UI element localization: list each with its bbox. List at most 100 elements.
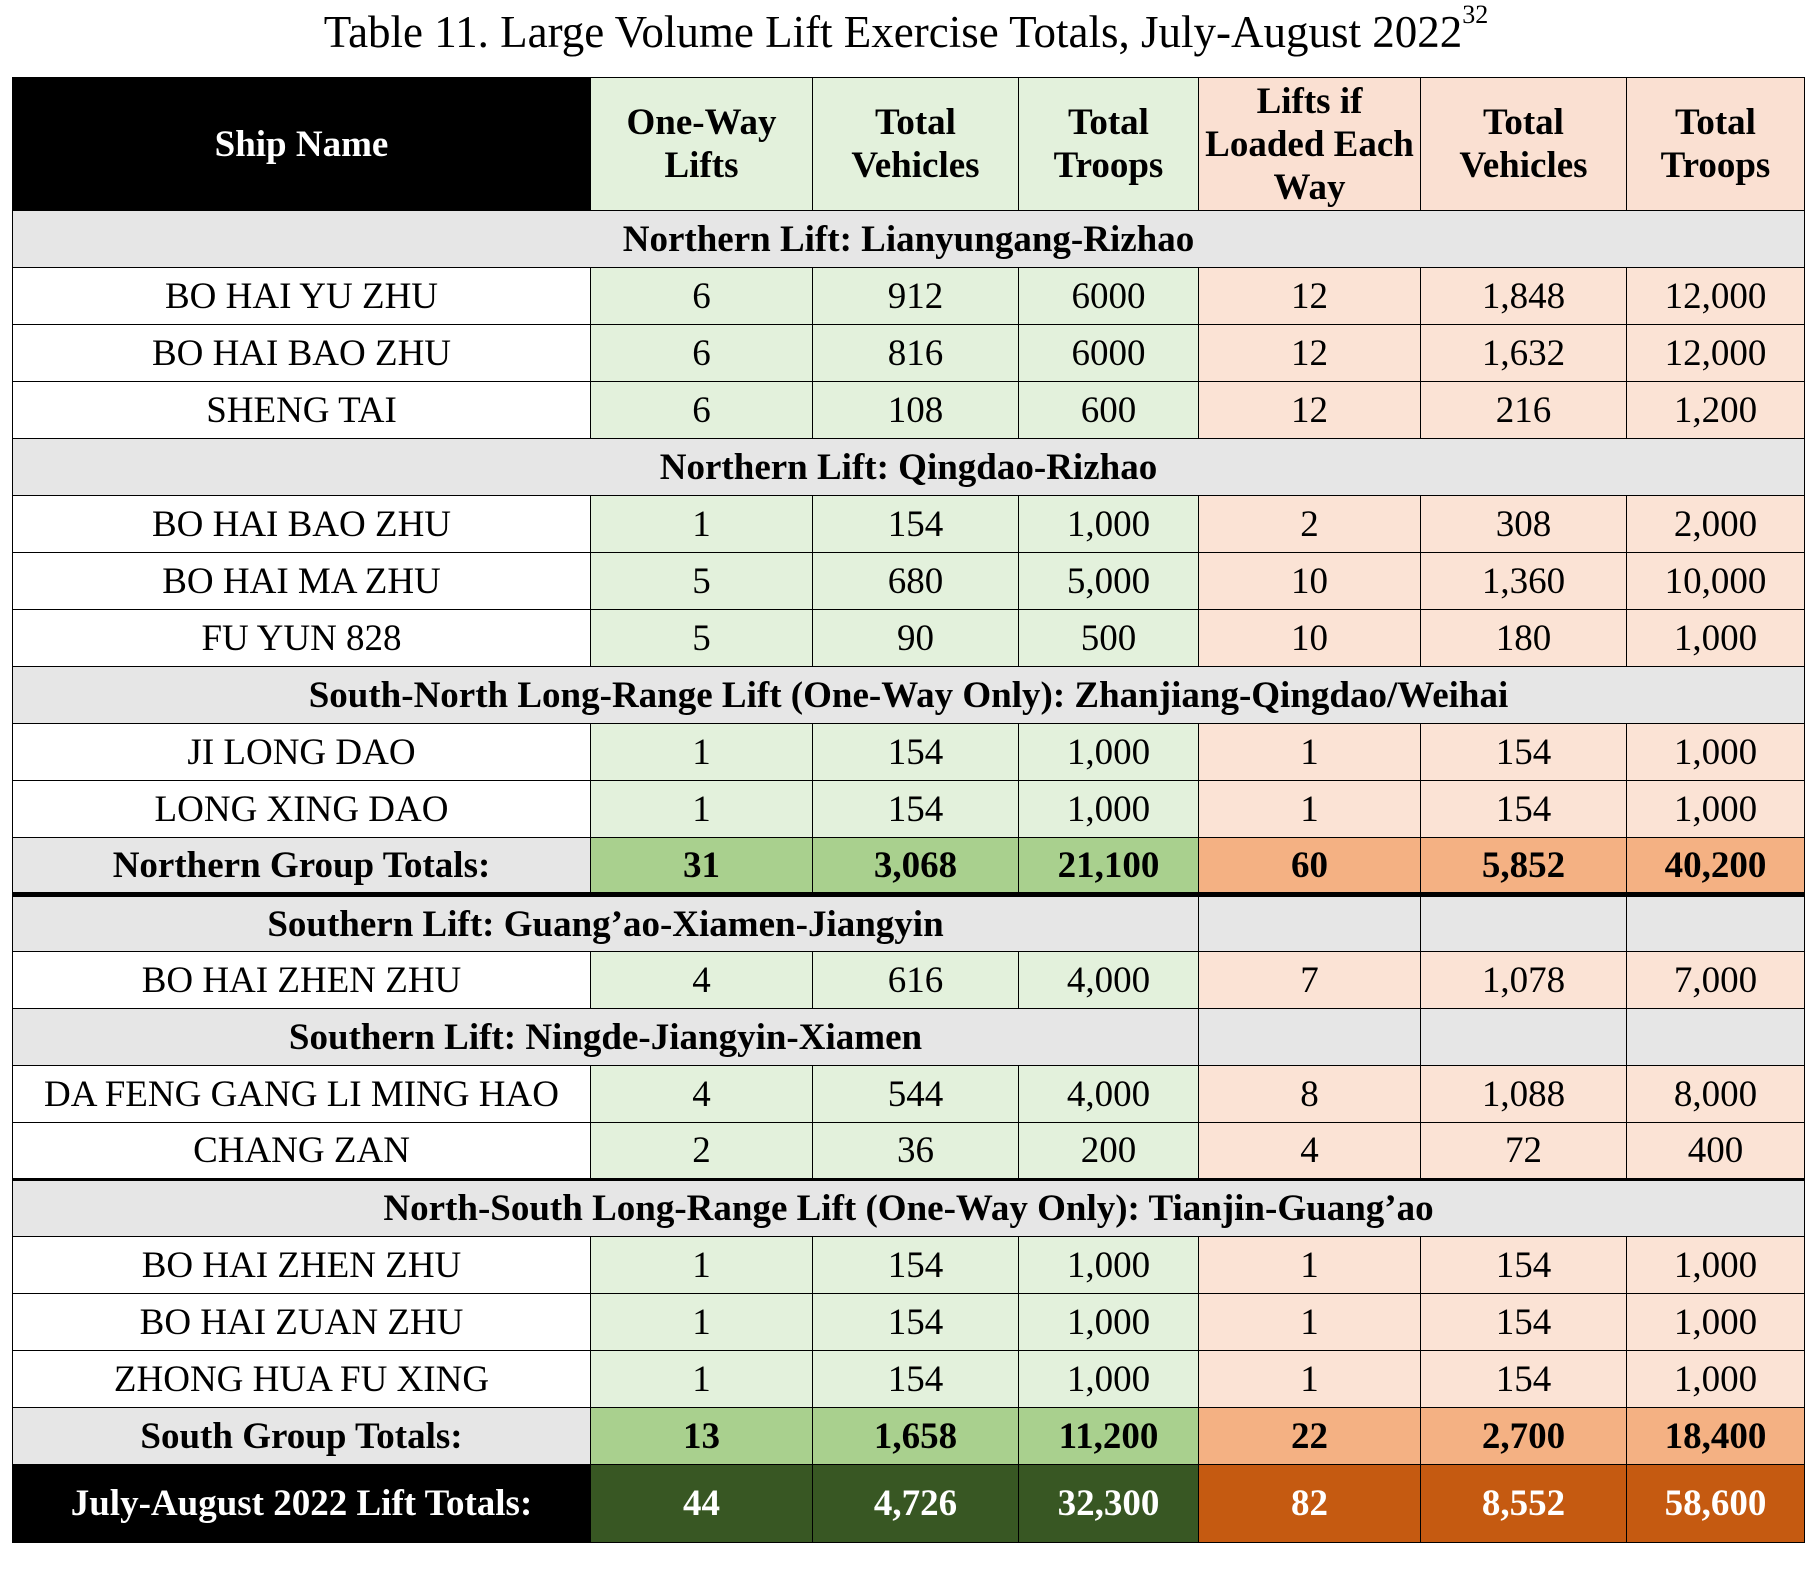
header-total-troops: Total Troops <box>1018 77 1199 211</box>
value-cell: 4,000 <box>1018 1065 1199 1123</box>
section-header-row: Southern Lift: Guang’ao-Xiamen-Jiangyin <box>12 894 1805 952</box>
table-row: BO HAI BAO ZHU 1 154 1,000 2 308 2,000 <box>12 495 1805 553</box>
table-row: ZHONG HUA FU XING 1 154 1,000 1 154 1,000 <box>12 1350 1805 1408</box>
value-cell: 8 <box>1198 1065 1421 1123</box>
total-value: 60 <box>1198 837 1421 897</box>
value-cell: 1,000 <box>1626 1350 1805 1408</box>
total-value: 31 <box>590 837 813 897</box>
value-cell: 6 <box>590 324 813 382</box>
value-cell: 10 <box>1198 552 1421 610</box>
value-cell: 2 <box>1198 495 1421 553</box>
value-cell: 180 <box>1420 609 1627 667</box>
table-row: FU YUN 828 5 90 500 10 180 1,000 <box>12 609 1805 667</box>
table-row: BO HAI ZHEN ZHU 4 616 4,000 7 1,078 7,000 <box>12 951 1805 1009</box>
value-cell: 680 <box>812 552 1019 610</box>
total-value: 22 <box>1198 1407 1421 1465</box>
value-cell: 1,000 <box>1626 1293 1805 1351</box>
value-cell: 1,000 <box>1018 1350 1199 1408</box>
section-title: Northern Lift: Lianyungang-Rizhao <box>12 210 1805 268</box>
ship-name-cell: BO HAI ZUAN ZHU <box>12 1293 591 1351</box>
header-lifts-if-loaded: Lifts if Loaded Each Way <box>1198 77 1421 211</box>
section-header-row: South-North Long-Range Lift (One-Way Onl… <box>12 666 1805 724</box>
value-cell: 1,200 <box>1626 381 1805 439</box>
value-cell: 6000 <box>1018 267 1199 325</box>
grand-total-value: 32,300 <box>1018 1464 1199 1543</box>
ship-name-cell: BO HAI ZHEN ZHU <box>12 951 591 1009</box>
total-value: 1,658 <box>812 1407 1019 1465</box>
value-cell: 2 <box>590 1122 813 1180</box>
section-blank-cell <box>1198 1008 1421 1066</box>
section-blank-cell <box>1626 894 1805 952</box>
header-total-troops-loaded: Total Troops <box>1626 77 1805 211</box>
value-cell: 1 <box>590 1293 813 1351</box>
value-cell: 154 <box>1420 780 1627 838</box>
total-value: 11,200 <box>1018 1407 1199 1465</box>
value-cell: 72 <box>1420 1122 1627 1180</box>
value-cell: 1 <box>1198 1236 1421 1294</box>
value-cell: 1,632 <box>1420 324 1627 382</box>
grand-total-value: 8,552 <box>1420 1464 1627 1543</box>
section-blank-cell <box>1626 1008 1805 1066</box>
section-title: South-North Long-Range Lift (One-Way Onl… <box>12 666 1805 724</box>
table-row: BO HAI BAO ZHU 6 816 6000 12 1,632 12,000 <box>12 324 1805 382</box>
value-cell: 1,088 <box>1420 1065 1627 1123</box>
value-cell: 1,848 <box>1420 267 1627 325</box>
ship-name-cell: LONG XING DAO <box>12 780 591 838</box>
value-cell: 154 <box>1420 1293 1627 1351</box>
value-cell: 90 <box>812 609 1019 667</box>
section-title: North-South Long-Range Lift (One-Way Onl… <box>12 1178 1805 1237</box>
table-row: BO HAI MA ZHU 5 680 5,000 10 1,360 10,000 <box>12 552 1805 610</box>
ship-name-cell: CHANG ZAN <box>12 1122 591 1180</box>
section-header-row: Northern Lift: Lianyungang-Rizhao <box>12 210 1805 268</box>
total-value: 2,700 <box>1420 1407 1627 1465</box>
northern-group-totals-row: Northern Group Totals: 31 3,068 21,100 60 5,8… <box>12 837 1805 897</box>
value-cell: 154 <box>812 1350 1019 1408</box>
value-cell: 154 <box>812 495 1019 553</box>
section-blank-cell <box>1420 894 1627 952</box>
value-cell: 1,000 <box>1626 780 1805 838</box>
lift-table: Ship Name One-Way Lifts Total Vehicles T… <box>12 77 1805 1543</box>
value-cell: 4 <box>1198 1122 1421 1180</box>
table-row: BO HAI ZHEN ZHU 1 154 1,000 1 154 1,000 <box>12 1236 1805 1294</box>
value-cell: 912 <box>812 267 1019 325</box>
ship-name-cell: SHENG TAI <box>12 381 591 439</box>
value-cell: 1,360 <box>1420 552 1627 610</box>
grand-total-value: 82 <box>1198 1464 1421 1543</box>
value-cell: 7 <box>1198 951 1421 1009</box>
table-row: CHANG ZAN 2 36 200 4 72 400 <box>12 1122 1805 1180</box>
value-cell: 1 <box>590 1350 813 1408</box>
grand-total-value: 58,600 <box>1626 1464 1805 1543</box>
ship-name-cell: FU YUN 828 <box>12 609 591 667</box>
value-cell: 400 <box>1626 1122 1805 1180</box>
grand-total-value: 4,726 <box>812 1464 1019 1543</box>
grand-total-label: July-August 2022 Lift Totals: <box>12 1464 591 1543</box>
value-cell: 4 <box>590 1065 813 1123</box>
value-cell: 12 <box>1198 324 1421 382</box>
value-cell: 12,000 <box>1626 267 1805 325</box>
value-cell: 1 <box>590 1236 813 1294</box>
table-row: BO HAI ZUAN ZHU 1 154 1,000 1 154 1,000 <box>12 1293 1805 1351</box>
value-cell: 1,000 <box>1018 723 1199 781</box>
table-row: JI LONG DAO 1 154 1,000 1 154 1,000 <box>12 723 1805 781</box>
ship-name-cell: BO HAI BAO ZHU <box>12 495 591 553</box>
value-cell: 1,000 <box>1626 1236 1805 1294</box>
value-cell: 4,000 <box>1018 951 1199 1009</box>
value-cell: 5,000 <box>1018 552 1199 610</box>
value-cell: 1 <box>590 780 813 838</box>
value-cell: 616 <box>812 951 1019 1009</box>
value-cell: 1 <box>590 723 813 781</box>
ship-name-cell: BO HAI ZHEN ZHU <box>12 1236 591 1294</box>
total-label: Northern Group Totals: <box>12 837 591 897</box>
header-one-way-lifts: One-Way Lifts <box>590 77 813 211</box>
value-cell: 5 <box>590 552 813 610</box>
total-label: South Group Totals: <box>12 1407 591 1465</box>
value-cell: 4 <box>590 951 813 1009</box>
value-cell: 6000 <box>1018 324 1199 382</box>
total-value: 13 <box>590 1407 813 1465</box>
header-row: Ship Name One-Way Lifts Total Vehicles T… <box>12 77 1805 211</box>
value-cell: 154 <box>812 723 1019 781</box>
value-cell: 1,000 <box>1018 495 1199 553</box>
ship-name-cell: JI LONG DAO <box>12 723 591 781</box>
section-blank-cell <box>1420 1008 1627 1066</box>
ship-name-cell: DA FENG GANG LI MING HAO <box>12 1065 591 1123</box>
